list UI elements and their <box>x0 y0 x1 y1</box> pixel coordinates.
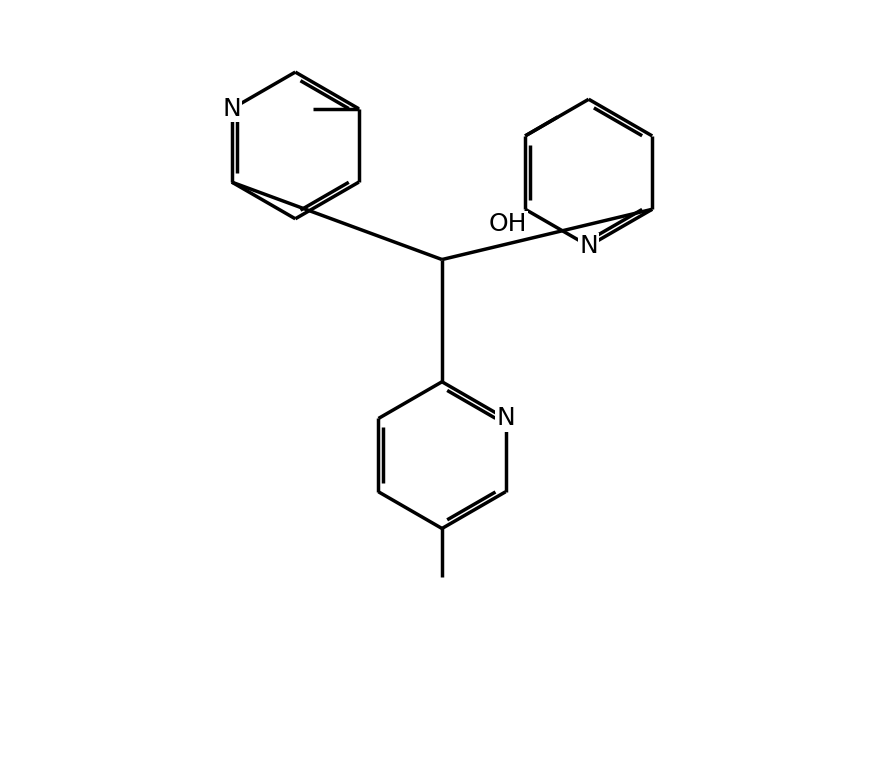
Text: N: N <box>579 234 598 258</box>
Text: N: N <box>496 407 514 431</box>
Text: OH: OH <box>488 212 527 236</box>
Text: N: N <box>223 97 241 121</box>
